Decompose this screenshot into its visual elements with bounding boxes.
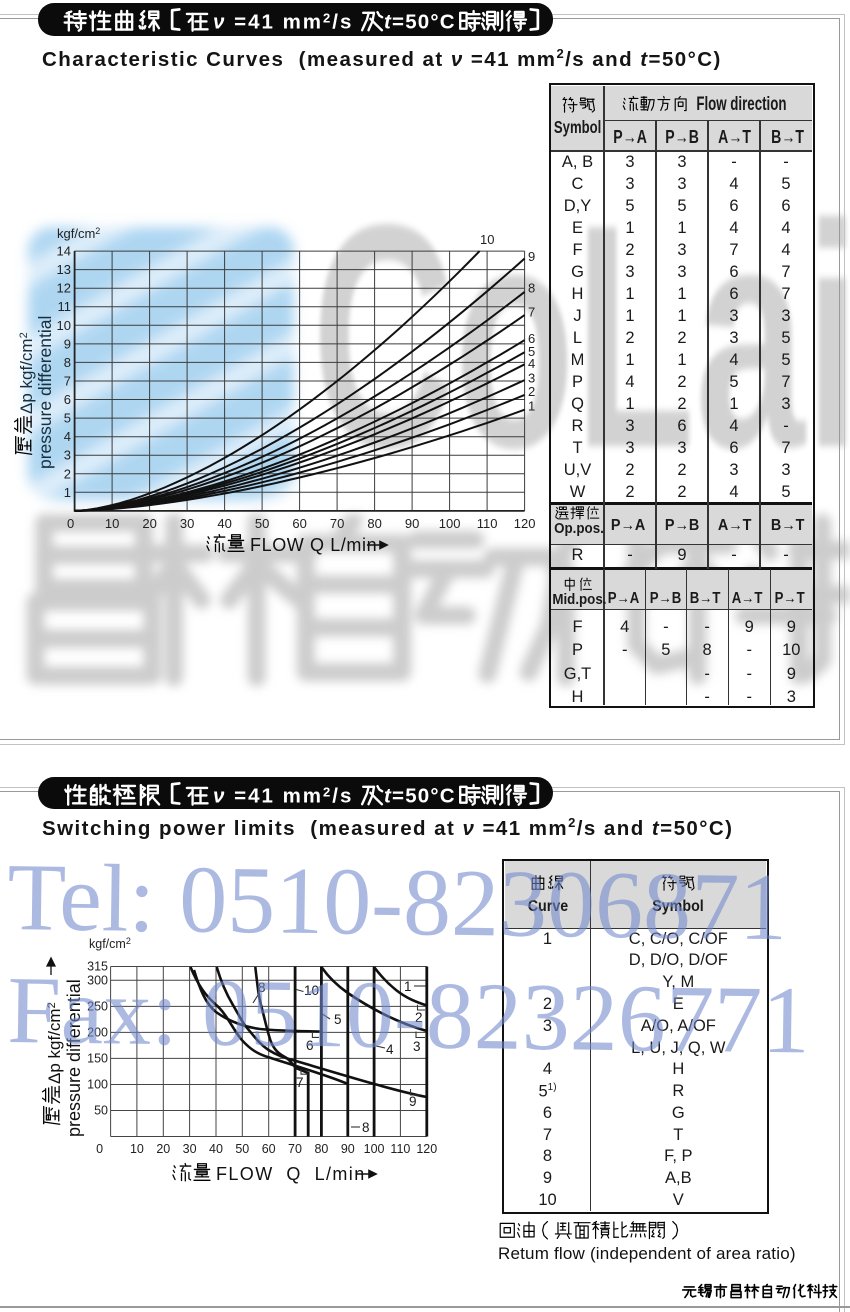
svg-text:3: 3	[413, 1039, 421, 1054]
svg-text:t=50°C: t=50°C	[384, 10, 456, 33]
svg-text:120: 120	[514, 516, 536, 531]
svg-text:90: 90	[341, 1142, 355, 1156]
svg-text:2: 2	[415, 1010, 423, 1025]
svg-text:100: 100	[439, 516, 461, 531]
svg-text:10: 10	[105, 516, 119, 531]
svg-text:5: 5	[528, 344, 535, 359]
svg-text:8: 8	[362, 1120, 370, 1135]
svg-text:100: 100	[87, 1078, 108, 1092]
svg-text:14: 14	[57, 244, 71, 259]
svg-text:1: 1	[404, 979, 412, 994]
svg-text:4: 4	[386, 1042, 394, 1057]
svg-text:80: 80	[367, 516, 381, 531]
svg-text:7: 7	[64, 374, 71, 389]
svg-text:1: 1	[64, 485, 71, 500]
svg-text:3: 3	[64, 448, 71, 463]
svg-text:30: 30	[183, 1142, 197, 1156]
svg-text:6: 6	[306, 1038, 314, 1053]
svg-text:5: 5	[64, 411, 71, 426]
svg-text:10: 10	[130, 1142, 144, 1156]
svg-text:9: 9	[64, 336, 71, 351]
svg-text:Δp kgf/cm2: Δp kgf/cm2	[45, 1002, 64, 1084]
svg-text:90: 90	[405, 516, 419, 531]
svg-text:300: 300	[87, 974, 108, 988]
svg-text:ν =41 mm2/s: ν =41 mm2/s	[213, 784, 353, 807]
svg-text:40: 40	[217, 516, 231, 531]
svg-text:7: 7	[296, 1075, 304, 1090]
svg-text:20: 20	[156, 1142, 170, 1156]
svg-text:50: 50	[94, 1104, 108, 1118]
svg-text:pressure differential: pressure differential	[35, 316, 55, 469]
svg-text:5: 5	[334, 1012, 342, 1027]
svg-text:9: 9	[409, 1094, 417, 1109]
svg-text:FLOW Q L/min: FLOW Q L/min	[250, 535, 377, 555]
svg-text:t=50°C: t=50°C	[384, 784, 456, 807]
svg-text:200: 200	[87, 1026, 108, 1040]
svg-text:9: 9	[528, 249, 535, 264]
svg-text:ν =41 mm2/s: ν =41 mm2/s	[213, 10, 353, 33]
svg-text:50: 50	[235, 1142, 249, 1156]
svg-text:100: 100	[364, 1142, 385, 1156]
svg-text:3: 3	[528, 371, 535, 386]
svg-text:60: 60	[292, 516, 306, 531]
svg-text:2: 2	[64, 466, 71, 481]
svg-text:4: 4	[64, 429, 71, 444]
svg-text:8: 8	[64, 355, 71, 370]
svg-text:8: 8	[258, 980, 266, 995]
svg-text:60: 60	[262, 1142, 276, 1156]
svg-text:70: 70	[330, 516, 344, 531]
svg-text:10: 10	[304, 983, 319, 998]
svg-text:6: 6	[64, 392, 71, 407]
svg-text:1: 1	[528, 399, 535, 414]
svg-text:50: 50	[255, 516, 269, 531]
svg-text:10: 10	[480, 232, 494, 247]
svg-text:13: 13	[57, 262, 71, 277]
svg-text:4: 4	[528, 356, 535, 371]
svg-text:FLOW Q L/min: FLOW Q L/min	[216, 1164, 366, 1184]
svg-text:12: 12	[57, 281, 71, 296]
svg-text:150: 150	[87, 1052, 108, 1066]
svg-text:80: 80	[314, 1142, 328, 1156]
svg-text:70: 70	[288, 1142, 302, 1156]
svg-text:pressure differential: pressure differential	[64, 979, 84, 1137]
svg-text:20: 20	[142, 516, 156, 531]
svg-text:kgf/cm2: kgf/cm2	[57, 226, 100, 241]
svg-text:315: 315	[87, 960, 108, 974]
svg-text:kgf/cm2: kgf/cm2	[89, 936, 131, 951]
svg-text:Δp kgf/cm2: Δp kgf/cm2	[17, 332, 36, 414]
svg-text:11: 11	[58, 299, 72, 314]
svg-text:8: 8	[528, 281, 535, 296]
svg-text:2: 2	[528, 384, 535, 399]
svg-text:250: 250	[87, 1000, 108, 1014]
svg-text:110: 110	[477, 516, 498, 531]
svg-text:7: 7	[528, 304, 535, 319]
svg-text:0: 0	[96, 1142, 103, 1156]
svg-text:120: 120	[416, 1142, 437, 1156]
svg-text:30: 30	[180, 516, 194, 531]
svg-text:0: 0	[67, 516, 74, 531]
svg-text:40: 40	[209, 1142, 223, 1156]
svg-text:6: 6	[528, 331, 535, 346]
svg-text:10: 10	[57, 318, 71, 333]
svg-text:110: 110	[390, 1142, 410, 1156]
